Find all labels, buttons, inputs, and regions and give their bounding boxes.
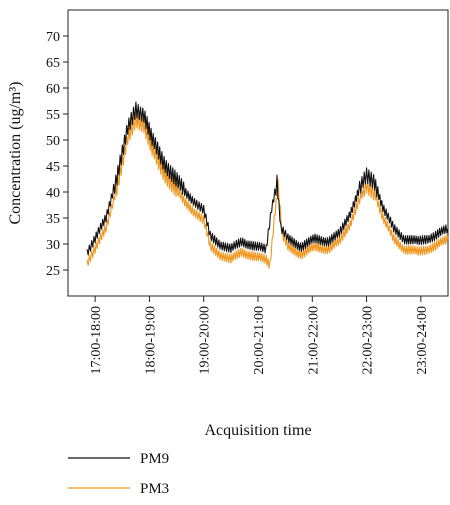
y-tick-label: 70 bbox=[46, 30, 60, 45]
y-tick-label: 55 bbox=[46, 108, 60, 123]
x-axis-title: Acquisition time bbox=[204, 422, 311, 439]
x-tick-label: 22:00-23:00 bbox=[361, 306, 376, 374]
legend: PM9 PM3 bbox=[68, 451, 169, 497]
y-tick-label: 60 bbox=[46, 82, 60, 97]
x-tick-label: 18:00-19:00 bbox=[143, 306, 158, 374]
legend-label-pm3: PM3 bbox=[140, 481, 169, 497]
series-line-pm9 bbox=[86, 101, 449, 256]
x-tick-label: 19:00-20:00 bbox=[198, 306, 213, 374]
y-tick-label: 30 bbox=[46, 238, 60, 253]
x-tick-label: 20:00-21:00 bbox=[252, 306, 267, 374]
y-tick-label: 25 bbox=[46, 264, 60, 279]
y-tick-label: 50 bbox=[46, 134, 60, 149]
x-tick-label: 17:00-18:00 bbox=[89, 306, 104, 374]
series-layer bbox=[86, 101, 449, 269]
y-tick-label: 45 bbox=[46, 160, 60, 175]
y-tick-label: 40 bbox=[46, 186, 60, 201]
series-line-pm3 bbox=[86, 111, 449, 269]
x-tick-label: 23:00-24:00 bbox=[415, 306, 430, 374]
y-tick-label: 65 bbox=[46, 56, 60, 71]
x-tick-label: 21:00-22:00 bbox=[306, 306, 321, 374]
y-axis: 25 30 35 40 45 50 55 60 65 70 bbox=[46, 30, 68, 279]
x-axis: 17:00-18:00 18:00-19:00 19:00-20:00 20:00-2… bbox=[89, 296, 430, 374]
legend-label-pm9: PM9 bbox=[140, 451, 169, 467]
y-tick-label: 35 bbox=[46, 212, 60, 227]
y-axis-title: Concentration (ug/m³) bbox=[7, 82, 24, 225]
